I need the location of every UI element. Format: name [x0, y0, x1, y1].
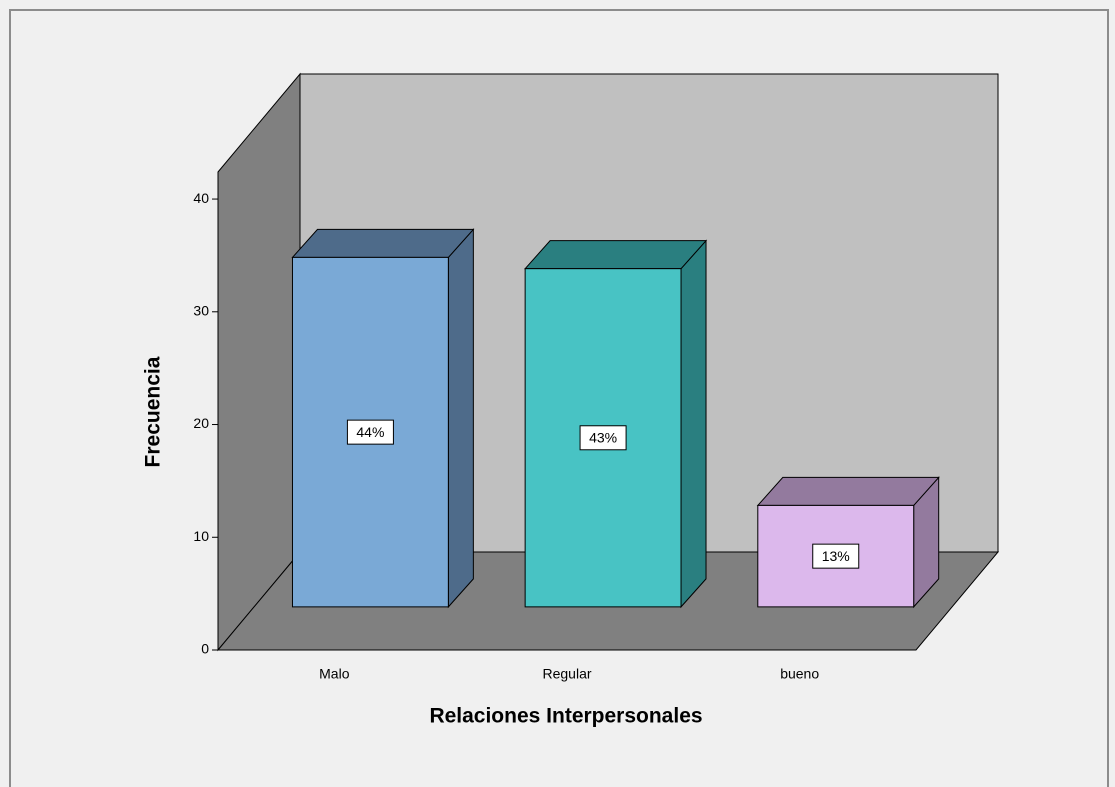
- x-axis-title: Relaciones Interpersonales: [429, 705, 702, 728]
- bar-label: 13%: [822, 548, 850, 564]
- bar-label: 44%: [356, 424, 384, 440]
- x-tick-label: Regular: [542, 666, 591, 682]
- x-tick-label: bueno: [780, 666, 819, 682]
- y-tick-label: 0: [201, 641, 209, 657]
- y-tick-label: 20: [193, 415, 209, 431]
- bar-label: 43%: [589, 429, 617, 445]
- bar-top: [291, 228, 475, 258]
- side-wall: [217, 72, 301, 652]
- label-box: [346, 419, 394, 445]
- frame: [9, 9, 1109, 787]
- bar-top: [756, 476, 940, 506]
- bar-side: [447, 228, 474, 609]
- label-box: [579, 425, 627, 451]
- label-box: [812, 543, 860, 569]
- y-tick-label: 40: [193, 190, 209, 206]
- x-tick-label: Malo: [319, 666, 350, 682]
- y-tick-label: 30: [193, 302, 209, 318]
- bar-side: [680, 239, 707, 609]
- bar-top: [524, 240, 708, 270]
- y-axis-title: Frecuencia: [142, 356, 165, 467]
- y-tick-label: 10: [193, 528, 209, 544]
